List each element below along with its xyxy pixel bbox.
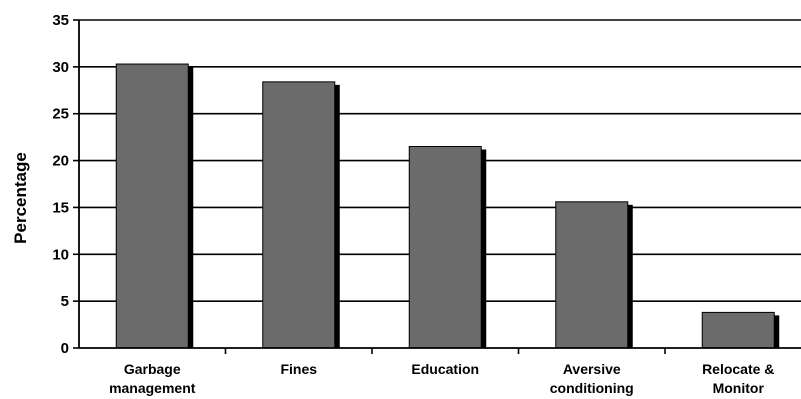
bar — [555, 201, 629, 349]
x-category-label-line: conditioning — [550, 380, 634, 396]
x-category-label-line: Garbage — [124, 361, 181, 377]
x-category-label: Aversive conditioning — [550, 361, 634, 396]
y-tick-label: 5 — [61, 293, 69, 310]
x-category-labels: Garbage management Fines Education Aversive c… — [109, 361, 774, 396]
y-axis-title: Percentage — [11, 152, 30, 244]
x-category-label: Education — [411, 361, 479, 377]
x-category-label: Garbage management — [109, 361, 196, 396]
x-category-label-line: Aversive — [563, 361, 621, 377]
bar — [115, 63, 189, 349]
y-tick-label: 10 — [52, 246, 69, 263]
x-category-label: Relocate & Monitor — [702, 361, 774, 396]
bars — [115, 63, 780, 349]
x-category-label-line: Relocate & — [702, 361, 774, 377]
y-tick-label: 30 — [52, 59, 69, 76]
y-tick-label: 0 — [61, 340, 69, 357]
y-tick-label: 35 — [52, 12, 69, 29]
x-category-label-line: Education — [411, 361, 479, 377]
bar — [701, 311, 775, 349]
axes — [73, 19, 801, 354]
x-category-label-line: Monitor — [713, 380, 765, 396]
x-category-label-line: management — [109, 380, 196, 396]
x-category-label-line: Fines — [280, 361, 317, 377]
bar — [408, 146, 482, 349]
y-tick-label: 15 — [52, 199, 69, 216]
bar — [262, 81, 336, 349]
y-tick-labels: 0 5 10 15 20 25 30 35 — [52, 12, 69, 357]
y-tick-label: 20 — [52, 153, 69, 170]
y-tick-label: 25 — [52, 106, 69, 123]
x-category-label: Fines — [280, 361, 317, 377]
